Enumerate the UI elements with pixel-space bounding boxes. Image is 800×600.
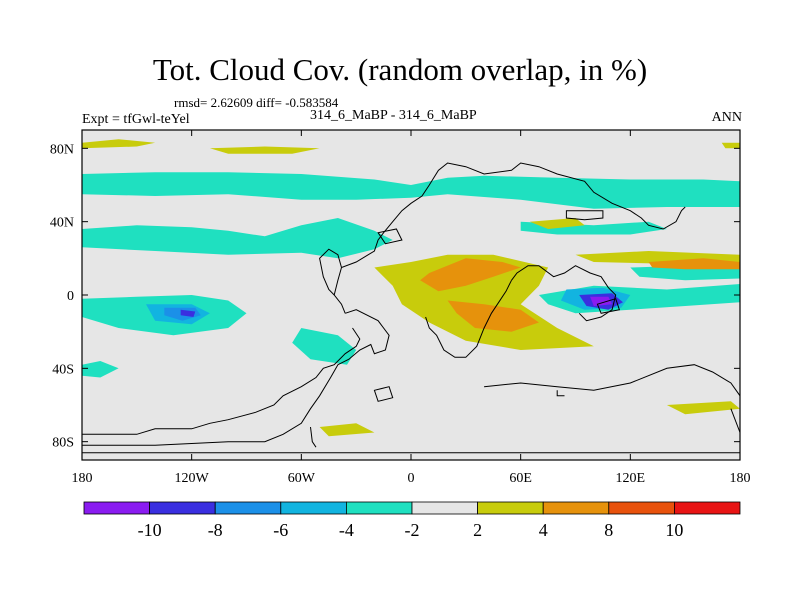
coastline [565, 210, 604, 221]
anomaly-region [420, 258, 521, 292]
anomaly-region [319, 423, 375, 437]
season-label: ANN [711, 110, 742, 125]
y-tick-label: 80S [52, 436, 74, 451]
coastline [425, 280, 512, 358]
colorbar-swatch [674, 501, 741, 515]
x-tick-label: 120W [175, 471, 210, 486]
colorbar-label: -10 [138, 520, 162, 540]
coastline [310, 426, 317, 448]
y-tick-label: 40S [52, 362, 74, 377]
anomaly-region [82, 172, 740, 209]
coastline [373, 386, 394, 402]
coastline [319, 248, 346, 314]
anomaly-region [447, 300, 539, 332]
colorbar-swatch [345, 501, 413, 515]
colorbar: -10 -8 -6 -4 -2 2 4 8 10 [83, 501, 741, 540]
coastline [511, 265, 617, 322]
y-tick-label: 0 [67, 289, 74, 304]
anomaly-region [292, 328, 357, 365]
comparison-label: 314_6_MaBP - 314_6_MaBP [310, 108, 477, 123]
anomaly-region [82, 361, 119, 378]
x-tick-label: 180 [72, 471, 93, 486]
colorbar-swatch [149, 501, 216, 515]
x-tick-label: 0 [408, 471, 415, 486]
coastline [333, 162, 686, 296]
colorbar-label: -6 [273, 520, 288, 540]
coastline [730, 408, 740, 433]
coastline [596, 298, 621, 314]
colorbar-swatch [214, 501, 282, 515]
anomaly-region [630, 265, 740, 281]
colorbar-swatch [83, 501, 150, 515]
colorbar-label: 8 [604, 520, 613, 540]
land-outlines [82, 162, 740, 454]
coastline [556, 390, 565, 397]
colorbar-swatch [542, 501, 610, 515]
colorbar-swatch [608, 501, 675, 515]
y-tick-label: 40N [50, 216, 74, 231]
anomaly-region [590, 296, 613, 306]
x-tick-label: 120E [616, 471, 646, 486]
stats-label: rmsd= 2.62609 diff= -0.583584 [174, 95, 339, 110]
colorbar-label: 4 [539, 520, 548, 540]
colorbar-swatch [477, 501, 544, 515]
colorbar-swatch [411, 501, 478, 515]
anomaly-region [648, 258, 740, 270]
colorbar-label: -4 [339, 520, 354, 540]
anomaly-region [666, 401, 740, 415]
coastline [484, 364, 740, 397]
anomaly-region [82, 218, 393, 259]
anomaly-region [529, 218, 585, 229]
coastline [82, 327, 361, 435]
colorbar-label: -8 [208, 520, 223, 540]
x-tick-label: 60E [509, 471, 532, 486]
anomaly-region [721, 142, 740, 149]
x-tick-label: 180 [730, 471, 751, 486]
colorbar-label: -2 [405, 520, 420, 540]
coastline [377, 228, 403, 245]
y-tick-label: 80N [50, 142, 74, 157]
anomaly-region [180, 309, 196, 317]
chart-title: Tot. Cloud Cov. (random overlap, in %) [152, 52, 648, 87]
colorbar-swatch [280, 501, 347, 515]
x-tick-label: 60W [288, 471, 316, 486]
experiment-label: Expt = tfGwl-teYel [82, 112, 190, 127]
colorbar-label: 2 [473, 520, 482, 540]
map-axes: 180 120W 60W 0 60E 120E 180 80N 40N 0 40S 80S [50, 130, 751, 486]
coastline [82, 309, 390, 446]
anomaly-regions [82, 139, 740, 437]
anomaly-region [82, 139, 156, 149]
anomaly-region [209, 146, 320, 154]
colorbar-label: 10 [665, 520, 683, 540]
